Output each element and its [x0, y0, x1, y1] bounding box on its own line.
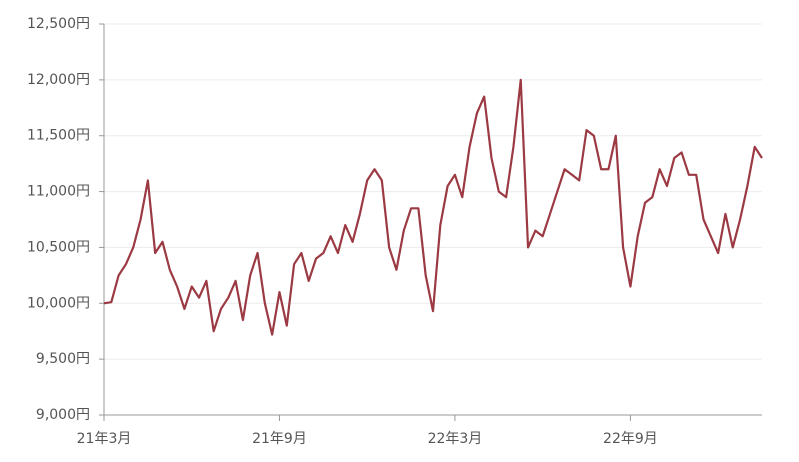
y-tick-label: 10,500円 [27, 239, 90, 255]
x-tick-label: 22年3月 [428, 431, 483, 447]
y-tick-label: 11,500円 [27, 128, 90, 144]
x-tick-label: 21年3月 [77, 431, 132, 447]
y-tick-label: 12,000円 [27, 72, 90, 88]
y-tick-label: 9,000円 [36, 407, 90, 423]
y-tick-label: 12,500円 [27, 16, 90, 32]
x-tick-label: 22年9月 [603, 431, 658, 447]
x-tick-label: 21年9月 [252, 431, 307, 447]
price-line [103, 78, 763, 336]
y-tick-label: 10,000円 [27, 295, 90, 311]
y-tick-label: 9,500円 [36, 351, 90, 367]
y-tick-label: 11,000円 [27, 184, 90, 200]
